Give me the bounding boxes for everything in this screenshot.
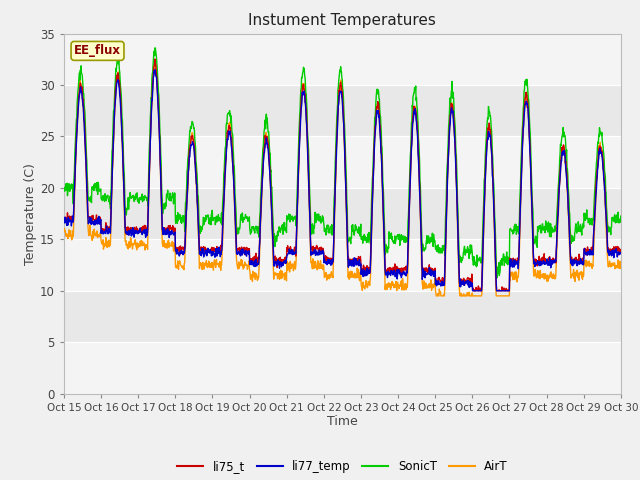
li77_temp — [617, 251, 625, 256]
AirT — [60, 226, 68, 231]
li75_t — [617, 249, 625, 255]
li75_t — [470, 288, 477, 294]
li75_t — [429, 269, 437, 275]
AirT — [552, 276, 559, 282]
AirT — [184, 180, 192, 185]
li77_temp — [429, 269, 437, 275]
AirT — [429, 285, 437, 291]
Legend: li75_t, li77_temp, SonicT, AirT: li75_t, li77_temp, SonicT, AirT — [172, 455, 513, 478]
Bar — [64, 136, 621, 188]
li75_t — [184, 171, 192, 177]
li77_temp — [171, 230, 179, 236]
Bar — [64, 291, 621, 342]
SonicT — [171, 190, 179, 196]
AirT — [150, 58, 158, 63]
li77_temp — [60, 219, 68, 225]
X-axis label: Time: Time — [327, 415, 358, 429]
li75_t — [151, 56, 159, 62]
SonicT — [184, 154, 192, 160]
SonicT — [493, 275, 501, 281]
Text: EE_flux: EE_flux — [74, 44, 121, 58]
li75_t — [60, 215, 68, 221]
AirT — [617, 259, 625, 264]
li77_temp — [246, 260, 254, 266]
AirT — [171, 242, 179, 248]
Y-axis label: Temperature (C): Temperature (C) — [24, 163, 37, 264]
li75_t — [552, 256, 559, 262]
Line: AirT: AirT — [64, 60, 621, 296]
Line: li77_temp: li77_temp — [64, 70, 621, 291]
SonicT — [152, 45, 159, 51]
Bar — [64, 188, 621, 240]
li75_t — [502, 286, 510, 291]
AirT — [246, 276, 254, 282]
AirT — [433, 293, 440, 299]
li77_temp — [184, 169, 192, 175]
li77_temp — [552, 258, 559, 264]
li77_temp — [502, 288, 510, 294]
AirT — [502, 293, 510, 299]
SonicT — [429, 243, 437, 249]
li75_t — [246, 256, 254, 262]
Bar — [64, 85, 621, 136]
Title: Instument Temperatures: Instument Temperatures — [248, 13, 436, 28]
Bar — [64, 240, 621, 291]
SonicT — [246, 231, 254, 237]
li77_temp — [468, 288, 476, 294]
SonicT — [60, 185, 68, 191]
Line: SonicT: SonicT — [64, 48, 621, 278]
li77_temp — [151, 67, 159, 72]
SonicT — [552, 228, 559, 234]
Line: li75_t: li75_t — [64, 59, 621, 291]
Bar — [64, 342, 621, 394]
li75_t — [171, 228, 179, 234]
SonicT — [502, 260, 510, 265]
Bar — [64, 34, 621, 85]
SonicT — [617, 213, 625, 219]
